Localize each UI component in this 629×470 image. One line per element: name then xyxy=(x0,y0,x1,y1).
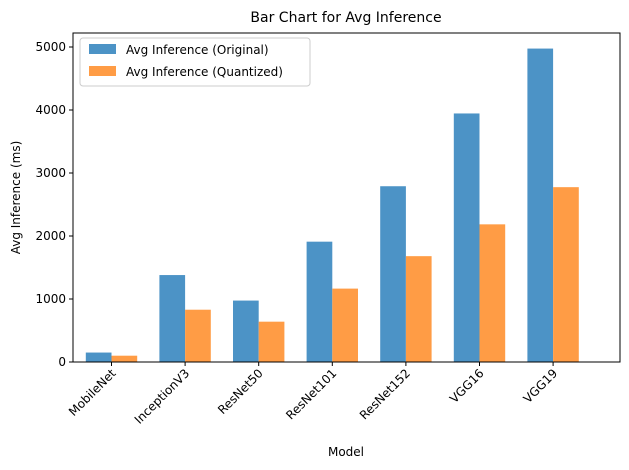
bar-quantized-mobilenet xyxy=(111,355,138,362)
x-tick-label: ResNet50 xyxy=(215,366,266,417)
bar-original-resnet101 xyxy=(306,241,333,362)
legend-label-quantized: Avg Inference (Quantized) xyxy=(126,65,283,79)
y-tick-label: 5000 xyxy=(35,40,66,54)
bar-original-inceptionv3 xyxy=(159,275,186,362)
y-tick-label: 1000 xyxy=(35,292,66,306)
x-axis-label: Model xyxy=(328,445,364,459)
bar-quantized-vgg19 xyxy=(553,187,579,362)
bar-quantized-resnet152 xyxy=(405,256,432,362)
plot-area xyxy=(85,48,579,363)
legend-box xyxy=(79,37,311,87)
y-tick-label: 0 xyxy=(58,355,66,369)
x-tick-label: VGG16 xyxy=(447,366,487,406)
bar-original-resnet50 xyxy=(233,300,259,362)
plot-frame xyxy=(72,32,621,363)
chart-title: Bar Chart for Avg Inference xyxy=(250,10,441,26)
y-tick-label: 4000 xyxy=(35,103,66,117)
bar-original-vgg16 xyxy=(453,113,480,363)
x-tick-label: ResNet101 xyxy=(283,366,339,422)
bar-quantized-resnet50 xyxy=(258,321,285,362)
bar-quantized-vgg16 xyxy=(479,224,506,362)
x-tick-label: ResNet152 xyxy=(357,366,413,422)
legend-label-original: Avg Inference (Original) xyxy=(126,43,269,57)
bar-quantized-inceptionv3 xyxy=(185,309,211,362)
bar-original-resnet152 xyxy=(380,186,406,362)
y-tick-label: 3000 xyxy=(35,166,66,180)
y-tick-label: 2000 xyxy=(35,229,66,243)
bar-original-vgg19 xyxy=(527,48,554,362)
bar-quantized-resnet101 xyxy=(332,288,358,362)
legend: Avg Inference (Original) Avg Inference (… xyxy=(79,37,311,87)
bar-original-mobilenet xyxy=(85,352,112,362)
x-tick-label: MobileNet xyxy=(66,366,119,419)
y-axis-label: Avg Inference (ms) xyxy=(9,141,23,255)
x-tick-label: VGG19 xyxy=(521,366,561,406)
x-tick-label: InceptionV3 xyxy=(132,366,193,427)
y-axis: 0 1000 2000 3000 4000 5000 xyxy=(35,40,73,369)
x-axis: MobileNet InceptionV3 ResNet50 ResNet101 Res… xyxy=(66,362,560,427)
legend-swatch-quantized xyxy=(89,66,116,76)
legend-swatch-original xyxy=(89,44,116,54)
